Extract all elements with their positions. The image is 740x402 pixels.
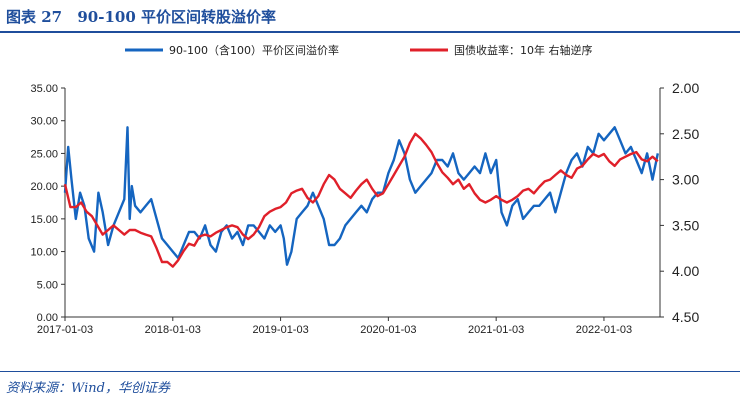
x-tick-label: 2017-01-03 xyxy=(37,324,93,336)
yield-series-line xyxy=(63,132,659,268)
figure-label: 图表 27 xyxy=(6,8,63,26)
source-note: 资料来源：Wind，华创证券 xyxy=(6,381,170,396)
y-right-tick-label: 4.50 xyxy=(672,309,699,325)
y-right-tick-label: 3.50 xyxy=(672,217,699,233)
y-right-tick-label: 2.00 xyxy=(672,80,699,96)
y-right-tick-label: 4.00 xyxy=(672,263,699,279)
x-tick-label: 2022-01-03 xyxy=(576,324,632,336)
y-left-tick-label: 5.00 xyxy=(37,279,58,291)
premium-yield-chart: 0.00 5.00 10.00 15.00 20.00 25.00 30.00 35.00 2.… xyxy=(30,43,699,336)
x-tick-label: 2019-01-03 xyxy=(252,324,308,336)
y-left-tick-label: 20.00 xyxy=(30,181,58,193)
figure-title: 图表 27 90-100 平价区间转股溢价率 xyxy=(6,6,286,27)
y-left-tick-label: 30.00 xyxy=(30,116,58,128)
y-left-tick-label: 35.00 xyxy=(30,83,58,95)
y-left-tick-label: 15.00 xyxy=(30,214,58,226)
legend-label-yield: 国债收益率：10年 右轴逆序 xyxy=(454,43,593,57)
x-tick-label: 2018-01-03 xyxy=(145,324,201,336)
legend-label-premium: 90-100（含100）平价区间溢价率 xyxy=(169,43,339,57)
source-rule xyxy=(0,371,740,372)
y-left-tick-label: 0.00 xyxy=(37,312,58,324)
y-left-tick-label: 10.00 xyxy=(30,247,58,259)
figure-title-text: 90-100 平价区间转股溢价率 xyxy=(77,8,276,26)
x-tick-label: 2020-01-03 xyxy=(360,324,416,336)
premium-series-line xyxy=(63,126,659,266)
y-left-tick-label: 25.00 xyxy=(30,148,58,160)
title-rule xyxy=(0,31,740,33)
legend: 90-100（含100）平价区间溢价率 国债收益率：10年 右轴逆序 xyxy=(125,43,593,57)
x-tick-label: 2021-01-03 xyxy=(468,324,524,336)
axes: 0.00 5.00 10.00 15.00 20.00 25.00 30.00 35.00 2.… xyxy=(30,80,699,336)
y-right-tick-label: 2.50 xyxy=(672,126,699,142)
series-layer xyxy=(63,126,659,268)
y-right-tick-label: 3.00 xyxy=(672,172,699,188)
